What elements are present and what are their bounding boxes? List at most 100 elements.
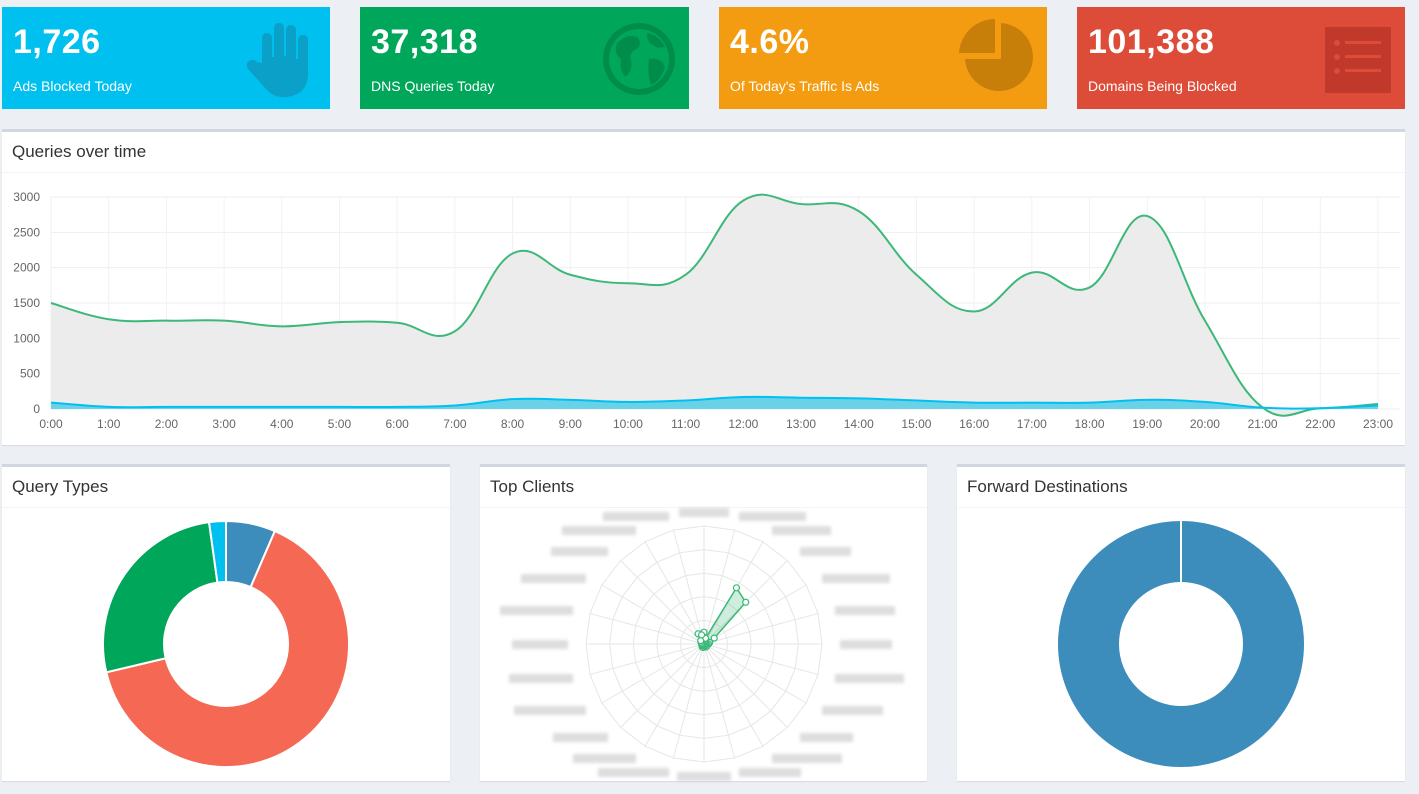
- dns-queries-box: 37,318 DNS Queries Today: [360, 7, 689, 109]
- radar-client-label: [521, 574, 587, 583]
- x-tick-label: 13:00: [786, 417, 816, 431]
- x-tick-label: 10:00: [613, 417, 643, 431]
- pie-chart-icon: [959, 19, 1033, 91]
- y-tick-label: 2500: [13, 225, 40, 239]
- radar-spoke: [672, 529, 705, 645]
- radar-client-label: [772, 525, 831, 535]
- radar-client-label: [550, 546, 608, 556]
- radar-spoke: [703, 612, 819, 645]
- dns-queries-label: DNS Queries Today: [371, 78, 495, 94]
- radar-spoke: [589, 612, 705, 645]
- top-clients-radar[interactable]: [480, 511, 927, 781]
- y-tick-label: 3000: [13, 190, 40, 204]
- queries-over-time-chart[interactable]: 0 500 1000 1500 2000 2500 3000 0:00 1:00 2:00 3:00…: [2, 173, 1405, 445]
- top-clients-title: Top Clients: [480, 467, 927, 508]
- radar-spoke: [644, 643, 705, 747]
- forward-destinations-title: Forward Destinations: [957, 467, 1405, 508]
- forward-destinations-donut[interactable]: [957, 511, 1405, 781]
- x-tick-label: 23:00: [1363, 417, 1393, 431]
- radar-client-label: [821, 574, 890, 583]
- y-tick-label: 1500: [13, 296, 40, 310]
- radar-client-label: [772, 754, 842, 764]
- radar-spoke: [703, 643, 736, 759]
- x-tick-label: 15:00: [901, 417, 931, 431]
- radar-client-label: [840, 640, 892, 649]
- radar-client-label: [597, 767, 669, 777]
- radar-spoke: [672, 643, 705, 759]
- x-tick-label: 14:00: [844, 417, 874, 431]
- radar-spoke: [703, 643, 764, 747]
- x-tick-label: 7:00: [443, 417, 467, 431]
- radar-client-label: [514, 706, 587, 715]
- x-tick-label: 17:00: [1017, 417, 1047, 431]
- domains-blocked-box: 101,388 Domains Being Blocked: [1077, 7, 1405, 109]
- queries-over-time-title: Queries over time: [2, 132, 1405, 173]
- series-line-1: [50, 395, 1379, 410]
- x-tick-label: 21:00: [1248, 417, 1278, 431]
- ads-blocked-label: Ads Blocked Today: [13, 78, 132, 94]
- y-tick-label: 2000: [13, 261, 40, 275]
- top-clients-panel: Top Clients: [480, 464, 927, 781]
- radar-point: [697, 631, 706, 639]
- traffic-ads-box: 4.6% Of Today's Traffic Is Ads: [719, 7, 1047, 109]
- radar-spoke: [589, 643, 705, 676]
- x-tick-label: 6:00: [385, 417, 409, 431]
- radar-client-label: [677, 772, 731, 781]
- radar-client-label: [800, 733, 854, 743]
- query-type-slice-1: [105, 529, 350, 768]
- radar-point: [732, 584, 741, 592]
- radar-point: [697, 637, 705, 645]
- x-tick-label: 8:00: [501, 417, 525, 431]
- radar-spoke: [620, 643, 705, 728]
- radar-spoke: [644, 541, 705, 645]
- radar-spoke: [703, 643, 788, 728]
- ads-blocked-box: 1,726 Ads Blocked Today: [2, 7, 330, 109]
- dns-queries-value: 37,318: [371, 23, 478, 61]
- forward-destinations-panel: Forward Destinations: [957, 464, 1405, 781]
- domains-blocked-label: Domains Being Blocked: [1088, 78, 1237, 94]
- radar-spoke: [703, 584, 807, 645]
- x-tick-label: 19:00: [1132, 417, 1162, 431]
- query-types-donut[interactable]: [2, 511, 450, 781]
- x-tick-label: 20:00: [1190, 417, 1220, 431]
- y-tick-label: 1000: [13, 331, 40, 345]
- traffic-ads-value: 4.6%: [730, 23, 810, 61]
- x-tick-label: 4:00: [270, 417, 294, 431]
- list-icon: [1325, 27, 1391, 93]
- radar-spoke: [703, 529, 736, 645]
- radar-client-label: [552, 733, 608, 743]
- radar-client-label: [508, 674, 573, 684]
- radar-client-label: [679, 508, 729, 517]
- traffic-ads-label: Of Today's Traffic Is Ads: [730, 78, 880, 94]
- radar-spoke: [601, 584, 705, 645]
- ads-blocked-value: 1,726: [13, 23, 101, 61]
- radar-spoke: [703, 643, 819, 676]
- radar-client-label: [739, 767, 802, 777]
- radar-client-label: [562, 525, 636, 535]
- query-type-slice-2: [102, 521, 219, 674]
- globe-icon: [603, 23, 675, 95]
- y-tick-label: 0: [33, 402, 40, 416]
- radar-client-label: [835, 605, 896, 615]
- radar-client-label: [821, 706, 883, 715]
- x-tick-label: 9:00: [559, 417, 583, 431]
- x-tick-label: 16:00: [959, 417, 989, 431]
- radar-client-label: [800, 546, 852, 556]
- x-tick-label: 18:00: [1075, 417, 1105, 431]
- queries-over-time-panel: Queries over time 0 500 1000 1500 2000 2500 30…: [2, 129, 1405, 445]
- series-area-1: [51, 396, 1378, 409]
- radar-client-label: [739, 512, 807, 522]
- radar-point: [710, 634, 718, 642]
- query-types-panel: Query Types: [2, 464, 450, 781]
- x-tick-label: 3:00: [212, 417, 236, 431]
- x-tick-label: 1:00: [97, 417, 121, 431]
- x-tick-label: 0:00: [39, 417, 63, 431]
- series-area-0: [51, 194, 1378, 416]
- radar-client-label: [835, 674, 905, 684]
- radar-client-label: [499, 605, 573, 615]
- x-tick-label: 5:00: [328, 417, 352, 431]
- x-tick-label: 2:00: [155, 417, 179, 431]
- x-tick-label: 22:00: [1305, 417, 1335, 431]
- query-type-slice-3: [207, 519, 227, 584]
- radar-client-label: [512, 640, 568, 649]
